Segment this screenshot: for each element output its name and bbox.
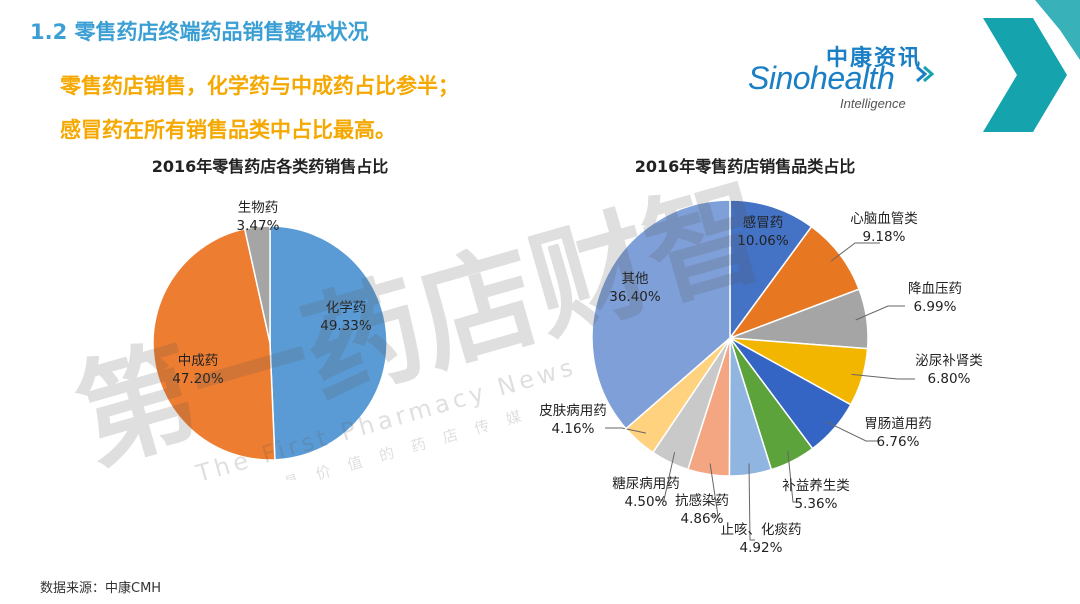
- slice-value-label: 47.20%: [172, 371, 224, 387]
- pie-chart-right: 感冒药 10.06% 心脑血管类 9.18% 降血压药 6.99% 泌尿补肾类 6.80% 胃肠…: [539, 199, 983, 556]
- chevron-top-shape: [1035, 0, 1080, 60]
- leader-line: [748, 463, 755, 541]
- logo-sub-text: Intelligence: [840, 96, 906, 111]
- slice-value-label: 6.76%: [877, 434, 920, 450]
- chevron-shape: [983, 18, 1067, 132]
- slice-value-label: 49.33%: [320, 318, 372, 334]
- leader-line: [830, 242, 880, 262]
- slice-value-label: 4.16%: [552, 421, 595, 437]
- leader-line: [851, 373, 915, 380]
- slice-name-label: 感冒药: [743, 214, 784, 231]
- slice-value-label: 4.86%: [681, 511, 724, 527]
- slice-value-label: 4.50%: [625, 494, 668, 510]
- pie-slice: [729, 199, 813, 341]
- slice-name-label: 止咳、化痰药: [721, 522, 802, 538]
- slice-value-label: 9.18%: [863, 229, 906, 245]
- slice-name-label: 心脑血管类: [850, 211, 918, 227]
- leader-line: [709, 463, 719, 517]
- slice-name-label: 中成药: [178, 353, 219, 369]
- pie-slice: [591, 199, 731, 430]
- slice-name-label: 生物药: [238, 200, 279, 216]
- slice-name-label: 抗感染药: [675, 492, 729, 509]
- slice-name-label: 其他: [622, 271, 649, 287]
- slice-value-label: 3.47%: [237, 218, 280, 234]
- pie-slice: [243, 225, 271, 344]
- chart-title-left: 2016年零售药店各类药销售占比: [152, 157, 389, 176]
- headline-line-1: 零售药店销售，化学药与中成药占比参半；: [60, 74, 459, 98]
- pie-slice: [269, 225, 388, 461]
- slice-value-label: 4.92%: [740, 540, 783, 556]
- leader-line: [855, 305, 905, 321]
- corner-chevron-decoration: [983, 0, 1080, 132]
- leader-line: [787, 450, 800, 503]
- logo-arrow-icon: [916, 65, 934, 83]
- slice-value-label: 6.80%: [928, 371, 971, 387]
- pie-slice: [152, 227, 276, 461]
- slice-value-label: 10.06%: [737, 233, 789, 249]
- slice-name-label: 胃肠道用药: [864, 416, 932, 432]
- pie-chart-left: 化学药 49.33% 中成药 47.20% 生物药 3.47%: [152, 200, 388, 461]
- logo-en-text: Sinohealth: [748, 60, 895, 96]
- leader-line: [655, 452, 676, 501]
- source-note: 数据来源：中康CMH: [40, 581, 162, 596]
- slice-value-label: 6.99%: [914, 299, 957, 315]
- slice-name-label: 化学药: [326, 300, 367, 316]
- slice-name-label: 皮肤病用药: [539, 403, 607, 419]
- slice-value-label: 36.40%: [609, 289, 661, 305]
- slice-value-label: 5.36%: [795, 496, 838, 512]
- slice-name-label: 降血压药: [908, 281, 962, 297]
- chart-title-right: 2016年零售药店销售品类占比: [635, 157, 856, 176]
- headline-line-2: 感冒药在所有销售品类中占比最高。: [60, 118, 396, 142]
- slice-name-label: 糖尿病用药: [612, 476, 680, 492]
- slice-name-label: 泌尿补肾类: [915, 353, 983, 369]
- logo-cn-text: 中康资讯: [826, 46, 923, 71]
- section-title: 1.2 零售药店终端药品销售整体状况: [30, 20, 369, 44]
- slice-name-label: 补益养生类: [782, 478, 850, 494]
- leader-line: [825, 420, 878, 442]
- leader-line: [605, 427, 647, 434]
